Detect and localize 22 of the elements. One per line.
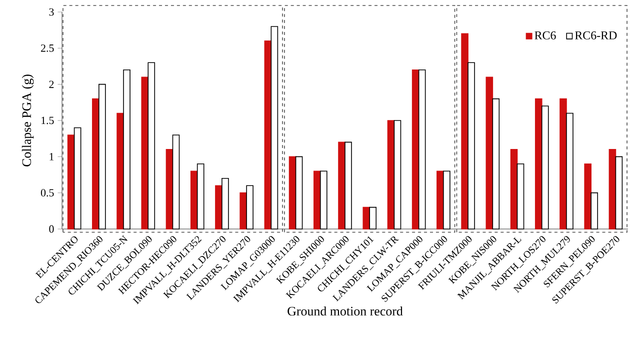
y-tick-label: 2.5 — [41, 44, 54, 52]
legend-label: RC6-RD — [574, 31, 617, 40]
y-tick-label: 2 — [49, 80, 54, 88]
x-axis-title: Ground motion record — [288, 306, 403, 316]
bar — [534, 98, 542, 230]
bar — [313, 170, 321, 230]
bar — [608, 149, 616, 230]
y-tick-label: 0.5 — [40, 189, 54, 197]
legend-label: RC6 — [534, 31, 556, 40]
y-tick-label: 1.5 — [42, 116, 54, 124]
y-tick-label: 1 — [50, 153, 54, 160]
bar — [560, 98, 567, 230]
bar — [510, 149, 518, 230]
bar — [190, 170, 198, 230]
bar — [461, 33, 468, 230]
y-axis-title: Collapse PGA (g) — [22, 74, 34, 166]
y-tick-label: 3 — [49, 8, 54, 16]
bar — [436, 170, 444, 230]
bar — [486, 76, 494, 230]
bar — [215, 185, 222, 230]
bar — [584, 164, 592, 230]
y-tick-label: 0 — [49, 225, 54, 233]
